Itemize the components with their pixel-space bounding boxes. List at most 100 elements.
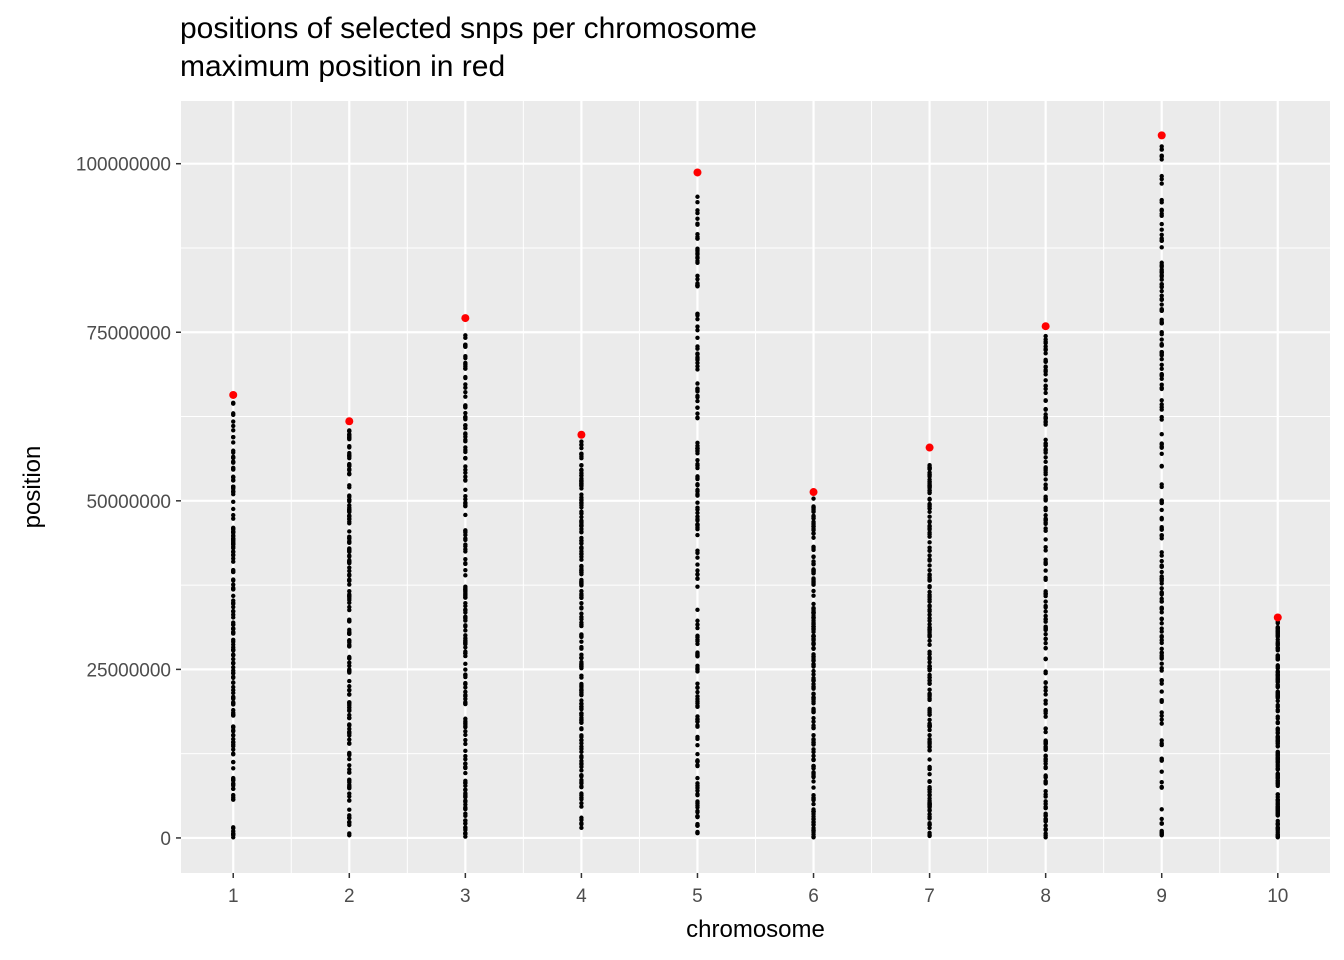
snp-point	[695, 405, 700, 410]
snp-point	[463, 561, 468, 567]
snp-point	[1043, 827, 1048, 833]
snp-point	[1043, 804, 1048, 809]
max-position-point	[1041, 322, 1050, 331]
snp-point	[231, 528, 236, 534]
snp-point	[927, 660, 932, 665]
snp-point	[1159, 634, 1164, 640]
snp-point	[927, 599, 932, 604]
snp-point	[1159, 144, 1164, 149]
snp-point	[347, 454, 352, 459]
snp-point	[1043, 537, 1048, 542]
snp-point	[695, 814, 700, 820]
snp-point	[579, 698, 584, 703]
snp-point	[1043, 774, 1048, 780]
snp-point	[1159, 821, 1164, 826]
snp-point	[927, 472, 932, 477]
snp-point	[811, 697, 816, 702]
snp-point	[1043, 799, 1048, 804]
snp-point	[231, 400, 236, 405]
snp-point	[347, 450, 352, 456]
snp-point	[695, 823, 700, 828]
snp-point	[1275, 801, 1280, 806]
snp-point	[1159, 297, 1164, 302]
snp-point	[347, 692, 352, 697]
snp-point	[1275, 731, 1280, 736]
snp-point	[695, 641, 700, 647]
snp-point	[1275, 806, 1280, 811]
snp-point	[927, 594, 932, 600]
snp-point	[1275, 626, 1280, 632]
snp-point	[811, 733, 816, 738]
snp-point	[927, 519, 932, 525]
snp-point	[231, 674, 236, 680]
snp-point	[1043, 603, 1048, 609]
snp-point	[695, 514, 700, 519]
snp-point	[579, 463, 584, 468]
snp-point	[1043, 835, 1048, 840]
snp-point	[695, 246, 700, 251]
snp-point	[1159, 507, 1164, 513]
snp-point	[695, 483, 700, 488]
snp-point	[927, 744, 932, 750]
snp-point	[1043, 507, 1048, 513]
snp-point	[1043, 811, 1048, 816]
snp-point	[579, 758, 584, 764]
snp-point	[1159, 307, 1164, 312]
snp-point	[695, 381, 700, 386]
snp-point	[811, 619, 816, 625]
snp-point	[695, 457, 700, 463]
snp-point	[579, 456, 584, 461]
snp-point	[579, 620, 584, 625]
snp-point	[579, 768, 584, 773]
snp-point	[927, 488, 932, 493]
max-points	[229, 131, 1282, 622]
snp-point	[811, 710, 816, 715]
snp-point	[1043, 482, 1048, 487]
x-axis: 1 2 3 4 5 6 7 8 9 10	[228, 873, 1288, 907]
snp-point	[463, 417, 468, 422]
snp-point	[1043, 548, 1048, 553]
snp-point	[1275, 821, 1280, 827]
snp-point	[579, 777, 584, 783]
snp-point	[347, 643, 352, 649]
snp-point	[1043, 714, 1048, 719]
snp-point	[811, 601, 816, 607]
snp-point	[1159, 337, 1164, 342]
snp-point	[695, 652, 700, 657]
snp-point	[231, 423, 236, 429]
snp-point	[695, 387, 700, 393]
data-points	[231, 144, 1280, 840]
snp-point	[1159, 526, 1164, 532]
snp-point	[1043, 688, 1048, 693]
snp-point	[463, 729, 468, 734]
snp-point	[695, 510, 700, 516]
snp-point	[1159, 414, 1164, 420]
snp-point	[579, 591, 584, 597]
snp-point	[1159, 553, 1164, 558]
snp-point	[927, 502, 932, 508]
snp-point	[463, 756, 468, 762]
snp-point	[1159, 341, 1164, 347]
snp-point	[1043, 520, 1048, 525]
snp-point	[1043, 778, 1048, 784]
snp-point	[1159, 646, 1164, 652]
snp-point	[1043, 459, 1048, 465]
snp-point	[695, 584, 700, 589]
snp-point	[231, 701, 236, 706]
snp-point	[231, 545, 236, 551]
snp-point	[347, 813, 352, 818]
snp-point	[1159, 721, 1164, 726]
snp-point	[1159, 245, 1164, 250]
snp-point	[927, 804, 932, 809]
snp-point	[1159, 616, 1164, 621]
snp-point	[231, 695, 236, 701]
snp-point	[1159, 689, 1164, 694]
snp-point	[1275, 676, 1280, 682]
snp-point	[1043, 789, 1048, 794]
snp-point	[1275, 741, 1280, 746]
snp-point	[811, 662, 816, 667]
snp-point	[927, 784, 932, 790]
snp-point	[463, 834, 468, 839]
snp-point	[579, 817, 584, 823]
snp-point	[1159, 738, 1164, 743]
